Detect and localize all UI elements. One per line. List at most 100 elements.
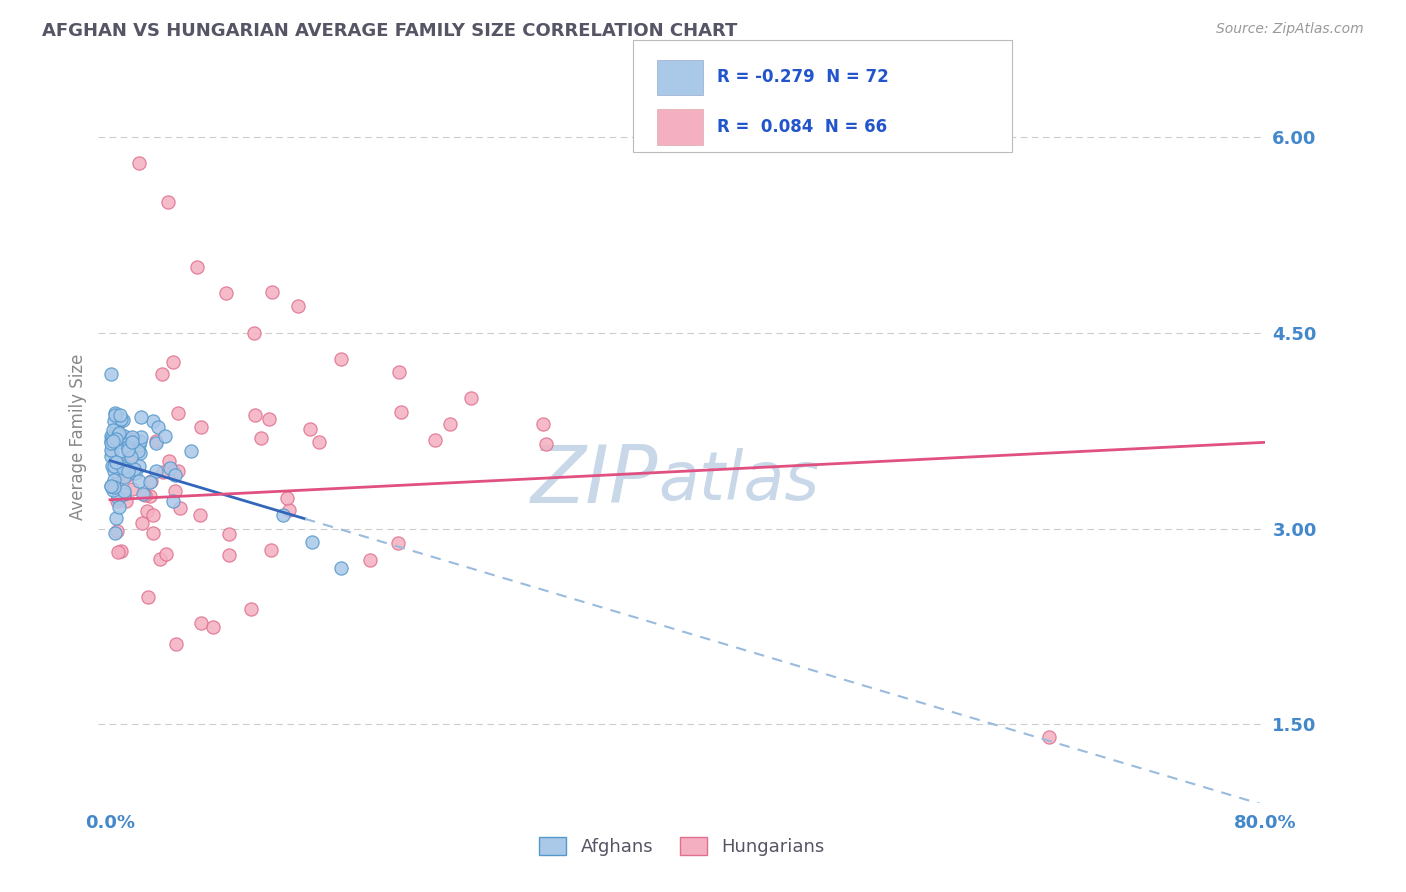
Y-axis label: Average Family Size: Average Family Size	[69, 354, 87, 520]
Point	[139, 489, 162, 503]
Point	[107, 428, 129, 442]
Point	[132, 486, 155, 500]
Point	[301, 534, 323, 549]
Point	[129, 434, 152, 449]
Point	[104, 511, 127, 525]
Point	[214, 286, 236, 301]
Point	[101, 434, 124, 449]
Point	[388, 365, 411, 379]
Point	[112, 487, 135, 501]
Point	[121, 482, 143, 496]
Point	[104, 408, 127, 422]
Point	[308, 435, 330, 450]
Point	[124, 467, 146, 481]
Point	[101, 483, 124, 497]
Point	[250, 431, 273, 445]
Point	[186, 260, 208, 275]
Point	[129, 430, 152, 444]
Text: atlas: atlas	[658, 448, 820, 514]
Point	[110, 412, 132, 426]
Point	[131, 516, 153, 531]
Point	[157, 454, 180, 468]
Point	[103, 458, 125, 473]
Point	[142, 508, 165, 523]
Point	[111, 434, 134, 449]
Point	[142, 525, 165, 540]
Point	[118, 448, 141, 462]
Point	[117, 467, 139, 482]
Point	[190, 419, 212, 434]
Point	[120, 450, 142, 464]
Point	[107, 415, 129, 429]
Point	[152, 465, 174, 479]
Point	[162, 464, 184, 478]
Point	[108, 425, 131, 440]
Text: R =  0.084  N = 66: R = 0.084 N = 66	[717, 118, 887, 136]
Text: AFGHAN VS HUNGARIAN AVERAGE FAMILY SIZE CORRELATION CHART: AFGHAN VS HUNGARIAN AVERAGE FAMILY SIZE …	[42, 22, 738, 40]
Point	[105, 524, 128, 538]
Point	[117, 440, 139, 454]
Point	[103, 414, 125, 428]
Point	[387, 536, 409, 550]
Point	[155, 547, 177, 561]
Point	[128, 459, 150, 474]
Point	[111, 461, 134, 475]
Point	[389, 405, 412, 419]
Point	[108, 500, 131, 514]
Point	[101, 424, 124, 438]
Point	[162, 355, 184, 369]
Point	[131, 409, 153, 424]
Point	[100, 458, 122, 473]
Point	[330, 560, 353, 574]
Point	[169, 500, 191, 515]
Point	[121, 435, 143, 450]
Point	[127, 443, 149, 458]
Point	[243, 409, 266, 423]
Point	[142, 413, 165, 427]
Point	[105, 422, 128, 436]
Legend: Afghans, Hungarians: Afghans, Hungarians	[531, 830, 832, 863]
Point	[108, 408, 131, 422]
Point	[218, 526, 240, 541]
Text: Source: ZipAtlas.com: Source: ZipAtlas.com	[1216, 22, 1364, 37]
Point	[128, 155, 150, 169]
Point	[188, 508, 211, 523]
Point	[167, 406, 190, 420]
Point	[134, 488, 156, 502]
Text: ZIP: ZIP	[531, 442, 658, 520]
Point	[104, 525, 127, 540]
Point	[531, 417, 554, 431]
Point	[1038, 731, 1060, 745]
Point	[112, 434, 135, 448]
Point	[165, 637, 187, 651]
Point	[100, 479, 122, 493]
Point	[117, 464, 139, 478]
Point	[162, 493, 184, 508]
Point	[103, 465, 125, 479]
Point	[112, 459, 135, 474]
Point	[128, 438, 150, 452]
Point	[145, 434, 167, 449]
Point	[105, 494, 128, 508]
Point	[107, 491, 129, 506]
Point	[110, 544, 132, 558]
Point	[100, 435, 122, 450]
Point	[128, 474, 150, 488]
Point	[112, 483, 135, 498]
Point	[423, 433, 446, 447]
Point	[271, 508, 294, 523]
Point	[439, 417, 461, 431]
Point	[112, 429, 135, 443]
Point	[243, 326, 266, 340]
Point	[257, 411, 280, 425]
Point	[118, 462, 141, 476]
Point	[100, 449, 122, 463]
Point	[218, 548, 240, 562]
Point	[287, 300, 309, 314]
Point	[534, 436, 557, 450]
Point	[166, 465, 188, 479]
Point	[104, 406, 127, 420]
Point	[110, 456, 132, 470]
Point	[145, 436, 167, 450]
Point	[159, 460, 181, 475]
